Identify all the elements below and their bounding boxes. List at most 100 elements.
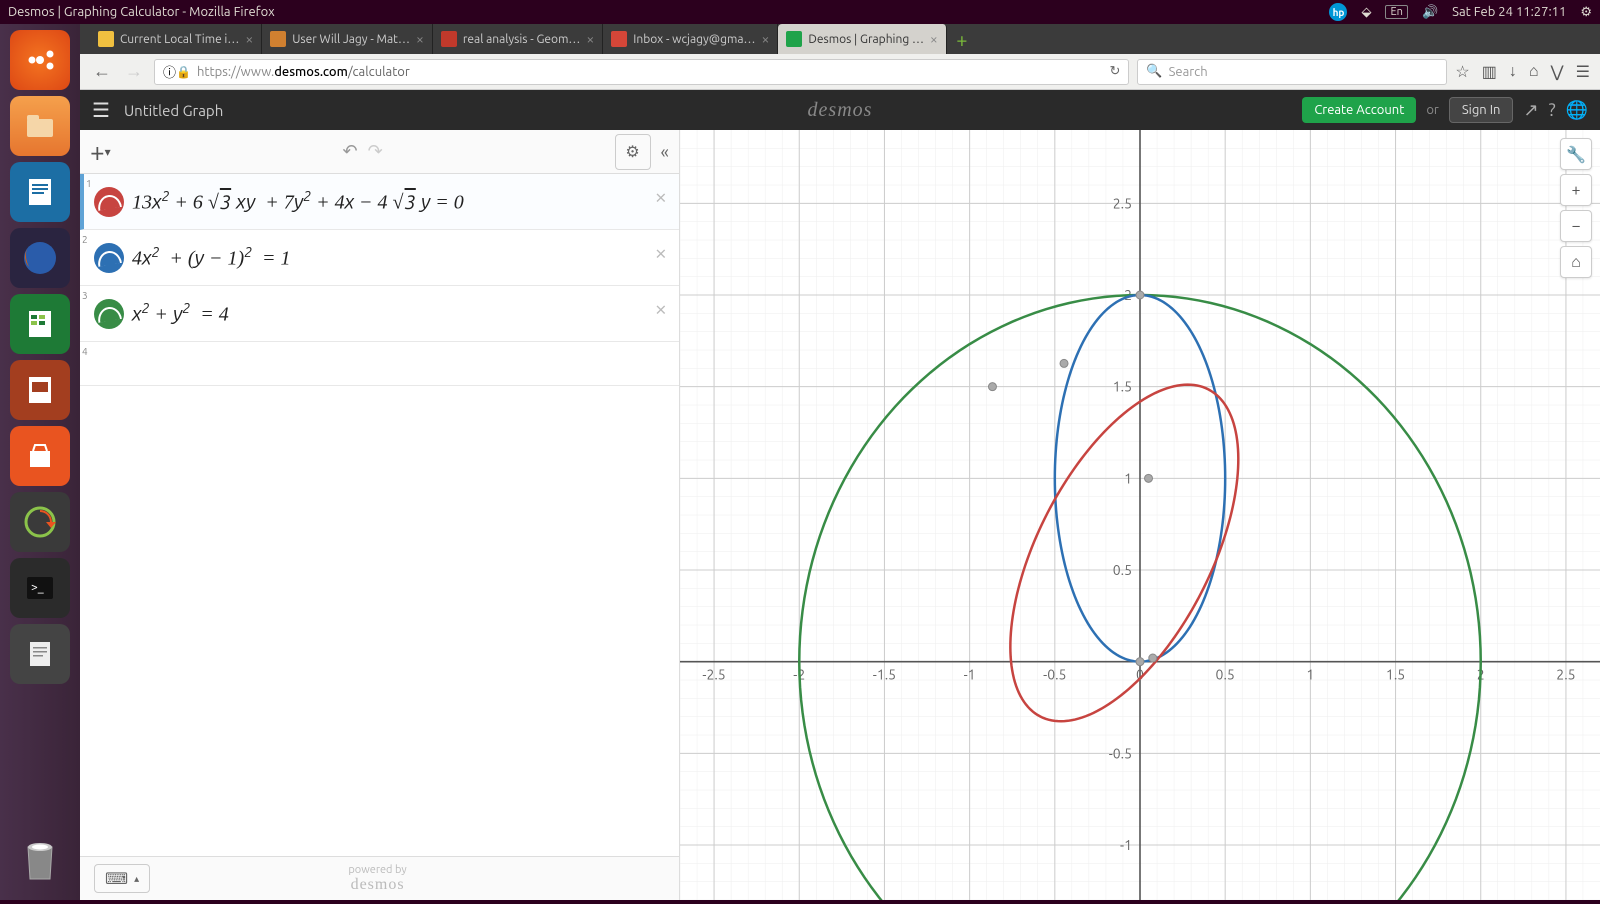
hp-icon[interactable]: hp xyxy=(1329,3,1347,21)
svg-text:2.5: 2.5 xyxy=(1113,195,1132,211)
system-tray: hp ⬙ En 🔊 Sat Feb 24 11:27:11 ⚙ xyxy=(1329,3,1592,21)
svg-text:-0.5: -0.5 xyxy=(1109,745,1132,761)
tab-label: Inbox - wcjagy@gma… xyxy=(633,33,755,46)
pocket-icon[interactable]: ⋁ xyxy=(1551,62,1564,81)
volume-icon[interactable]: 🔊 xyxy=(1422,5,1438,20)
graph-area[interactable]: -2.5-2-1.5-1-0.500.511.522.50.511.522.5-… xyxy=(680,130,1600,900)
toolbar-icons: ☆ ▥ ↓ ⌂ ⋁ ☰ xyxy=(1455,62,1590,81)
create-account-button[interactable]: Create Account xyxy=(1302,97,1416,123)
libreoffice-calc-icon[interactable] xyxy=(10,294,70,354)
back-button[interactable]: ← xyxy=(90,60,114,84)
expression-row[interactable]: 1 13x2 + 6 √3 xy + 7y2 + 4x − 4 √3 y = 0… xyxy=(80,174,679,230)
browser-tab[interactable]: Inbox - wcjagy@gma… × xyxy=(603,24,778,54)
expression-row[interactable]: 3 x2 + y2 = 4 × xyxy=(80,286,679,342)
tab-close-icon[interactable]: × xyxy=(930,31,938,47)
color-swatch[interactable] xyxy=(94,187,124,217)
home-icon[interactable]: ⌂ xyxy=(1529,62,1539,81)
tab-bar: Current Local Time i… × User Will Jagy -… xyxy=(80,24,1600,54)
power-icon[interactable]: ⚙ xyxy=(1580,5,1592,20)
lock-icon: 🔒 xyxy=(176,65,191,79)
delete-expression-icon[interactable]: × xyxy=(655,296,667,321)
undo-redo: ↶ ↷ xyxy=(343,141,383,162)
favicon xyxy=(441,31,457,47)
expression-panel: +▾ ↶ ↷ ⚙ « 1 13x2 + 6 √3 xy + 7y2 + 4x −… xyxy=(80,130,680,900)
browser-tab[interactable]: real analysis - Geom… × xyxy=(433,24,603,54)
favicon xyxy=(98,31,114,47)
expression-formula[interactable]: x2 + y2 = 4 xyxy=(132,300,679,327)
powered-small: powered by xyxy=(348,864,406,876)
text-editor-icon[interactable] xyxy=(10,624,70,684)
color-swatch[interactable] xyxy=(94,243,124,273)
share-icon[interactable]: ↗ xyxy=(1523,100,1538,121)
wrench-icon[interactable]: 🔧 xyxy=(1560,138,1592,170)
delete-expression-icon[interactable]: × xyxy=(655,240,667,265)
browser-tab[interactable]: Current Local Time i… × xyxy=(90,24,262,54)
window-title: Desmos | Graphing Calculator - Mozilla F… xyxy=(8,5,1329,19)
libreoffice-impress-icon[interactable] xyxy=(10,360,70,420)
tab-close-icon[interactable]: × xyxy=(586,31,594,47)
collapse-panel-icon[interactable]: « xyxy=(661,142,669,162)
library-icon[interactable]: ▥ xyxy=(1482,62,1497,81)
new-tab-button[interactable]: + xyxy=(947,24,977,54)
url-field[interactable]: ⓘ 🔒 https://www.desmos.com/calculator ↻ xyxy=(154,59,1129,85)
svg-text:2.5: 2.5 xyxy=(1556,667,1575,683)
forward-button: → xyxy=(122,60,146,84)
software-updater-icon[interactable] xyxy=(10,492,70,552)
undo-icon[interactable]: ↶ xyxy=(343,141,358,162)
bookmark-star-icon[interactable]: ☆ xyxy=(1455,62,1469,81)
firefox-icon[interactable] xyxy=(10,228,70,288)
graph-title[interactable]: Untitled Graph xyxy=(124,102,223,119)
zoom-in-button[interactable]: + xyxy=(1560,174,1592,206)
powered-by: powered by desmos xyxy=(150,864,605,894)
graph-canvas[interactable]: -2.5-2-1.5-1-0.500.511.522.50.511.522.5-… xyxy=(680,130,1600,900)
settings-icon[interactable]: ⚙ xyxy=(615,134,651,170)
language-icon[interactable]: 🌐 xyxy=(1566,100,1588,121)
zoom-home-button[interactable]: ⌂ xyxy=(1560,246,1592,278)
panel-toolbar: +▾ ↶ ↷ ⚙ « xyxy=(80,130,679,174)
add-expression-button[interactable]: +▾ xyxy=(90,137,111,166)
menu-icon[interactable]: ☰ xyxy=(1576,62,1590,81)
color-swatch[interactable] xyxy=(94,299,124,329)
tab-close-icon[interactable]: × xyxy=(762,31,770,47)
wifi-icon[interactable]: ⬙ xyxy=(1361,5,1371,20)
expression-number: 4 xyxy=(80,342,90,357)
favicon xyxy=(611,31,627,47)
url-path: /calculator xyxy=(348,65,410,79)
downloads-icon[interactable]: ↓ xyxy=(1509,62,1517,81)
files-icon[interactable] xyxy=(10,96,70,156)
terminal-icon[interactable]: >_ xyxy=(10,558,70,618)
svg-text:0.5: 0.5 xyxy=(1113,562,1132,578)
expression-row[interactable]: 4 xyxy=(80,342,679,386)
dash-icon[interactable] xyxy=(10,30,70,90)
zoom-out-button[interactable]: − xyxy=(1560,210,1592,242)
tab-close-icon[interactable]: × xyxy=(245,31,253,47)
powered-big: desmos xyxy=(150,876,605,894)
redo-icon[interactable]: ↷ xyxy=(368,141,383,162)
desmos-body: +▾ ↶ ↷ ⚙ « 1 13x2 + 6 √3 xy + 7y2 + 4x −… xyxy=(80,130,1600,900)
delete-expression-icon[interactable]: × xyxy=(655,184,667,209)
trash-icon[interactable] xyxy=(10,830,70,890)
reload-icon[interactable]: ↻ xyxy=(1109,64,1120,79)
expression-formula[interactable]: 4x2 + (y − 1)2 = 1 xyxy=(132,244,679,271)
hamburger-icon[interactable]: ☰ xyxy=(92,98,110,122)
help-icon[interactable]: ? xyxy=(1549,100,1556,120)
or-text: or xyxy=(1426,103,1439,117)
keyboard-lang-indicator[interactable]: En xyxy=(1385,5,1407,19)
svg-text:>_: >_ xyxy=(31,581,44,594)
search-placeholder: Search xyxy=(1169,65,1208,79)
clock[interactable]: Sat Feb 24 11:27:11 xyxy=(1452,5,1566,19)
libreoffice-writer-icon[interactable] xyxy=(10,162,70,222)
tab-label: Desmos | Graphing … xyxy=(808,33,924,46)
browser-tab[interactable]: User Will Jagy - Mat… × xyxy=(262,24,433,54)
expression-number: 1 xyxy=(84,174,94,189)
keyboard-toggle[interactable]: ⌨ ▴ xyxy=(94,864,150,893)
expression-formula[interactable]: 13x2 + 6 √3 xy + 7y2 + 4x − 4 √3 y = 0 xyxy=(132,188,679,215)
search-field[interactable]: 🔍 Search xyxy=(1137,59,1447,85)
expression-row[interactable]: 2 4x2 + (y − 1)2 = 1 × xyxy=(80,230,679,286)
ubuntu-software-icon[interactable] xyxy=(10,426,70,486)
info-icon[interactable]: ⓘ xyxy=(163,62,176,81)
tab-close-icon[interactable]: × xyxy=(416,31,424,47)
browser-tab[interactable]: Desmos | Graphing … × xyxy=(778,24,946,54)
expression-number: 2 xyxy=(80,230,90,245)
sign-in-button[interactable]: Sign In xyxy=(1449,97,1514,123)
